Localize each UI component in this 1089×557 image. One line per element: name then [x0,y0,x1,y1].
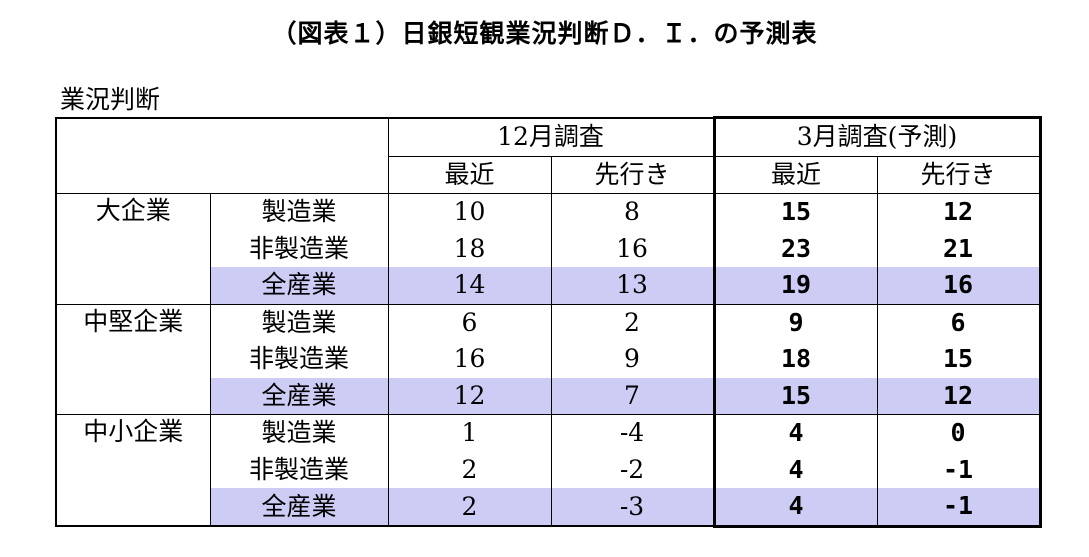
table-row: 中小企業 製造業 1 -4 4 0 [55,414,1042,527]
header-row-survey: 12月調査 3月調査(予測) [55,116,1042,194]
industry-label: 全産業 [210,488,389,527]
value-mar-recent: 19 [712,267,878,305]
value-dec-outlook: 16 [551,230,715,267]
value-dec-outlook: 2 [551,303,715,341]
value-mar-recent: 4 [712,488,878,528]
value-mar-outlook: -1 [877,451,1042,488]
value-mar-recent: 4 [712,414,878,452]
value-mar-outlook: 15 [877,341,1042,378]
value-dec-recent: 10 [388,193,552,231]
header-mar-recent: 最近 [712,156,878,194]
value-mar-outlook: 0 [877,414,1042,452]
industry-label: 製造業 [210,414,389,452]
value-mar-recent: 15 [712,377,878,415]
industry-label: 製造業 [210,303,389,341]
value-dec-recent: 14 [388,267,552,305]
value-mar-outlook: -1 [877,488,1042,528]
industry-label: 全産業 [210,377,389,415]
industry-label: 非製造業 [210,230,389,267]
value-mar-outlook: 16 [877,267,1042,305]
table-row: 大企業 製造業 10 8 15 12 [55,193,1042,305]
value-dec-recent: 2 [388,488,552,527]
value-dec-recent: 6 [388,303,552,341]
table-row: 非製造業 18 16 23 21 [56,230,1042,267]
industry-label: 非製造業 [210,341,389,378]
header-corner [55,116,389,194]
value-dec-outlook: -3 [551,488,715,527]
value-mar-outlook: 12 [877,193,1042,231]
value-mar-outlook: 12 [877,377,1042,415]
di-forecast-table: 12月調査 3月調査(予測) 最近 先行き 最近 先行き 大企業 製造業 10 8 15… [55,116,1042,528]
industry-label: 非製造業 [210,451,389,488]
value-dec-recent: 12 [388,377,552,415]
industry-label: 製造業 [210,193,389,231]
value-dec-outlook: -4 [551,414,715,452]
value-dec-outlook: 7 [551,377,715,415]
value-dec-outlook: -2 [551,451,715,488]
table-row: 非製造業 16 9 18 15 [56,341,1042,378]
group-label: 中小企業 [55,414,211,527]
section-label: 業況判断 [60,85,161,114]
table-row: 全産業 12 7 15 12 [56,377,1042,415]
value-mar-recent: 9 [712,303,878,341]
value-mar-outlook: 21 [877,230,1042,267]
header-dec-recent: 最近 [388,156,552,194]
page-title: （図表１）日銀短観業況判断Ｄ．Ｉ．の予測表 [271,19,818,48]
header-survey-mar: 3月調査(予測) [712,116,1042,157]
group-label: 大企業 [55,193,211,305]
value-mar-outlook: 6 [877,303,1042,341]
value-mar-recent: 15 [712,193,878,231]
value-dec-recent: 16 [388,341,552,378]
value-dec-recent: 18 [388,230,552,267]
header-dec-outlook: 先行き [551,156,715,194]
table-row: 全産業 2 -3 4 -1 [56,488,1042,528]
header-survey-dec: 12月調査 [388,116,715,157]
table-row: 全産業 14 13 19 16 [56,267,1042,305]
value-dec-recent: 2 [388,451,552,488]
value-dec-outlook: 13 [551,267,715,305]
value-dec-outlook: 9 [551,341,715,378]
value-dec-recent: 1 [388,414,552,452]
value-mar-recent: 18 [712,341,878,378]
table-row: 中堅企業 製造業 6 2 9 6 [55,303,1042,415]
table-row: 非製造業 2 -2 4 -1 [56,451,1042,488]
value-dec-outlook: 8 [551,193,715,231]
value-mar-recent: 4 [712,451,878,488]
industry-label: 全産業 [210,267,389,305]
group-label: 中堅企業 [55,303,211,415]
header-mar-outlook: 先行き [877,156,1042,194]
value-mar-recent: 23 [712,230,878,267]
